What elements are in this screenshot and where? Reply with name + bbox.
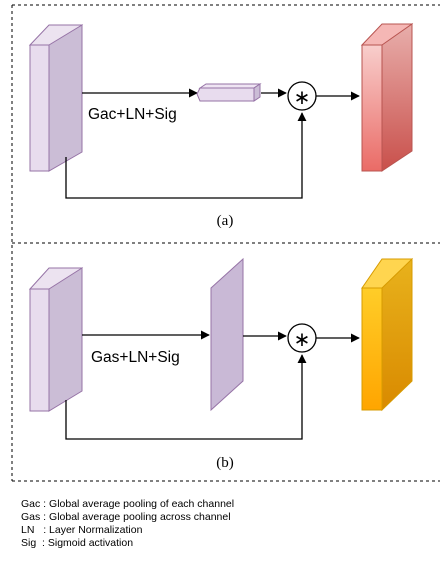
legend-desc: Layer Normalization bbox=[49, 524, 143, 536]
panel-a: Gac+LN+Sig ∗ (a) bbox=[28, 23, 414, 229]
panel-b: Gas+LN+Sig ∗ (b) bbox=[28, 257, 413, 471]
panel-a-operation-label: Gac+LN+Sig bbox=[88, 106, 177, 123]
legend-sep: : bbox=[34, 524, 50, 536]
legend-sep: : bbox=[36, 537, 48, 549]
legend-desc: Global average pooling across channel bbox=[49, 511, 231, 523]
panel-a-output-block bbox=[360, 23, 414, 172]
legend-desc: Sigmoid activation bbox=[47, 537, 134, 549]
legend-abbr: Sig bbox=[21, 537, 37, 549]
legend-abbr: Gas bbox=[21, 511, 41, 523]
panel-b-output-block bbox=[361, 257, 413, 412]
legend-row: Gac : Global average pooling of each cha… bbox=[21, 498, 234, 511]
panel-b-caption: (b) bbox=[216, 455, 234, 471]
legend-abbr: LN bbox=[21, 524, 35, 536]
panel-a-pooled-vector bbox=[196, 83, 262, 102]
panel-b-pooled-map bbox=[210, 257, 244, 412]
panel-b-multiply-symbol: ∗ bbox=[294, 327, 311, 351]
panel-a-input-block bbox=[28, 24, 84, 172]
panel-b-skip-connection bbox=[65, 354, 307, 440]
panel-a-multiply-symbol: ∗ bbox=[294, 85, 311, 109]
legend-sep: : bbox=[40, 498, 50, 510]
legend-row: Sig : Sigmoid activation bbox=[21, 537, 234, 550]
legend-row: LN : Layer Normalization bbox=[21, 524, 234, 537]
legend-abbr: Gac bbox=[21, 498, 41, 510]
panel-b-operation-label: Gas+LN+Sig bbox=[91, 349, 180, 366]
legend-desc: Global average pooling of each channel bbox=[49, 498, 235, 510]
panel-a-skip-connection bbox=[65, 112, 307, 199]
legend-sep: : bbox=[40, 511, 50, 523]
panel-b-input-block bbox=[28, 267, 84, 412]
panel-a-caption: (a) bbox=[217, 213, 234, 229]
legend-row: Gas : Global average pooling across chan… bbox=[21, 511, 234, 524]
legend: Gac : Global average pooling of each cha… bbox=[21, 498, 234, 550]
